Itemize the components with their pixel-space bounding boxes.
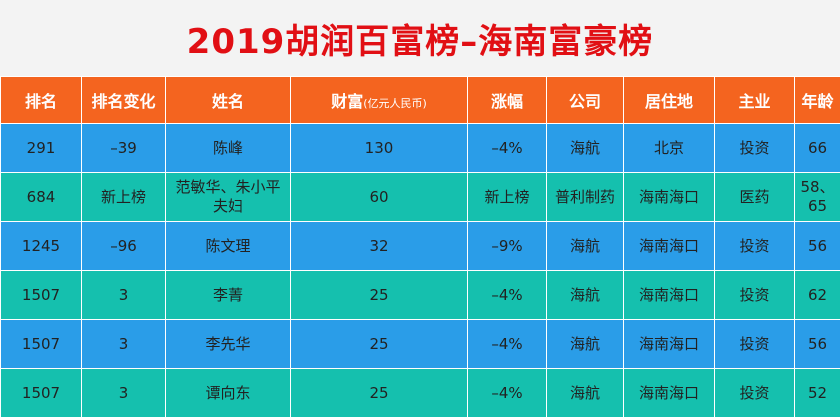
cell-residence: 海南海口 xyxy=(624,173,715,222)
cell-industry: 投资 xyxy=(715,271,795,320)
col-header-wealth: 财富(亿元人民币) xyxy=(291,77,468,124)
cell-name: 陈文理 xyxy=(166,222,291,271)
cell-rank: 1507 xyxy=(1,320,82,369)
cell-rank-change: –39 xyxy=(82,124,166,173)
cell-rank: 1245 xyxy=(1,222,82,271)
cell-rank: 1507 xyxy=(1,369,82,418)
cell-growth: –4% xyxy=(468,271,547,320)
cell-company: 海航 xyxy=(547,369,624,418)
cell-wealth: 130 xyxy=(291,124,468,173)
table-row: 291 –39 陈峰 130 –4% 海航 北京 投资 66 xyxy=(1,124,840,173)
table-row: 684 新上榜 范敏华、朱小平夫妇 60 新上榜 普利制药 海南海口 医药 58… xyxy=(1,173,840,222)
cell-rank: 291 xyxy=(1,124,82,173)
cell-age: 66 xyxy=(795,124,840,173)
cell-wealth: 25 xyxy=(291,369,468,418)
cell-rank: 684 xyxy=(1,173,82,222)
col-header-growth: 涨幅 xyxy=(468,77,547,124)
cell-residence: 海南海口 xyxy=(624,271,715,320)
cell-residence: 海南海口 xyxy=(624,369,715,418)
col-header-name: 姓名 xyxy=(166,77,291,124)
col-header-rank: 排名 xyxy=(1,77,82,124)
cell-residence: 海南海口 xyxy=(624,222,715,271)
cell-name: 李菁 xyxy=(166,271,291,320)
cell-growth: –4% xyxy=(468,369,547,418)
cell-industry: 医药 xyxy=(715,173,795,222)
cell-company: 海航 xyxy=(547,320,624,369)
cell-wealth: 32 xyxy=(291,222,468,271)
col-header-rank-change: 排名变化 xyxy=(82,77,166,124)
page-title: 2019胡润百富榜–海南富豪榜 xyxy=(0,0,840,76)
table-header-row: 排名 排名变化 姓名 财富(亿元人民币) 涨幅 公司 居住地 主业 年龄 xyxy=(1,77,840,124)
cell-industry: 投资 xyxy=(715,320,795,369)
cell-industry: 投资 xyxy=(715,124,795,173)
cell-rank-change: 新上榜 xyxy=(82,173,166,222)
cell-growth: –4% xyxy=(468,320,547,369)
cell-growth: –9% xyxy=(468,222,547,271)
cell-rank-change: 3 xyxy=(82,369,166,418)
cell-growth: 新上榜 xyxy=(468,173,547,222)
cell-rank: 1507 xyxy=(1,271,82,320)
cell-name: 谭向东 xyxy=(166,369,291,418)
col-header-industry: 主业 xyxy=(715,77,795,124)
cell-name: 范敏华、朱小平夫妇 xyxy=(166,173,291,222)
cell-age: 58、65 xyxy=(795,173,840,222)
col-header-company: 公司 xyxy=(547,77,624,124)
cell-wealth: 60 xyxy=(291,173,468,222)
table-row: 1507 3 谭向东 25 –4% 海航 海南海口 投资 52 xyxy=(1,369,840,418)
cell-rank-change: 3 xyxy=(82,320,166,369)
cell-company: 普利制药 xyxy=(547,173,624,222)
cell-residence: 北京 xyxy=(624,124,715,173)
cell-rank-change: –96 xyxy=(82,222,166,271)
cell-wealth: 25 xyxy=(291,320,468,369)
cell-wealth: 25 xyxy=(291,271,468,320)
cell-industry: 投资 xyxy=(715,222,795,271)
cell-residence: 海南海口 xyxy=(624,320,715,369)
cell-rank-change: 3 xyxy=(82,271,166,320)
cell-name: 陈峰 xyxy=(166,124,291,173)
cell-age: 56 xyxy=(795,222,840,271)
table-row: 1507 3 李先华 25 –4% 海航 海南海口 投资 56 xyxy=(1,320,840,369)
cell-growth: –4% xyxy=(468,124,547,173)
cell-age: 56 xyxy=(795,320,840,369)
table-row: 1507 3 李菁 25 –4% 海航 海南海口 投资 62 xyxy=(1,271,840,320)
cell-company: 海航 xyxy=(547,222,624,271)
wealth-label: 财富 xyxy=(331,92,363,111)
col-header-residence: 居住地 xyxy=(624,77,715,124)
cell-company: 海航 xyxy=(547,271,624,320)
cell-age: 62 xyxy=(795,271,840,320)
cell-company: 海航 xyxy=(547,124,624,173)
rich-list-table: 排名 排名变化 姓名 财富(亿元人民币) 涨幅 公司 居住地 主业 年龄 291… xyxy=(0,76,840,418)
cell-name: 李先华 xyxy=(166,320,291,369)
col-header-age: 年龄 xyxy=(795,77,840,124)
table-row: 1245 –96 陈文理 32 –9% 海航 海南海口 投资 56 xyxy=(1,222,840,271)
cell-industry: 投资 xyxy=(715,369,795,418)
cell-age: 52 xyxy=(795,369,840,418)
wealth-unit: (亿元人民币) xyxy=(363,97,427,110)
